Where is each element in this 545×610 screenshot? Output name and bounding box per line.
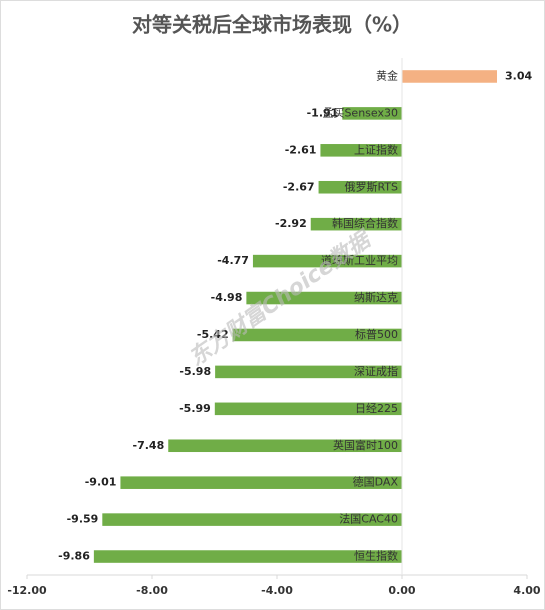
- category-label: 法国CAC40: [339, 512, 398, 526]
- category-label: 俄罗斯RTS: [344, 180, 398, 193]
- value-label: -7.48: [133, 439, 165, 452]
- bar: [310, 217, 402, 231]
- category-label: 英国富时100: [333, 438, 398, 452]
- value-label: -2.61: [285, 143, 317, 156]
- value-label: -5.42: [197, 328, 229, 341]
- category-label: 德国DAX: [353, 475, 399, 489]
- category-label: 上证指数: [354, 142, 398, 156]
- value-label: -9.59: [67, 513, 99, 526]
- bar: [320, 144, 402, 157]
- category-label: 道琼斯工业平均: [321, 253, 398, 267]
- category-label: 纳斯达克: [354, 291, 398, 304]
- category-label: 黄金: [376, 68, 398, 82]
- category-label: 日经225: [355, 402, 398, 415]
- category-label: 韩国综合指数: [332, 216, 398, 230]
- bar: [318, 180, 402, 194]
- bar: [168, 439, 402, 453]
- bar: [246, 291, 402, 305]
- category-label: 深证成指: [354, 364, 398, 378]
- value-label: -1.91: [307, 106, 339, 119]
- category-label: 孟买Sensex30: [322, 106, 398, 119]
- bar: [102, 513, 402, 526]
- chart-title: 对等关税后全球市场表现（%）: [132, 13, 412, 37]
- value-label: -4.98: [211, 291, 243, 304]
- bar: [214, 402, 402, 416]
- bar: [232, 328, 402, 342]
- bar: [252, 254, 402, 268]
- value-label: -9.01: [85, 476, 117, 489]
- value-label: 3.04: [505, 69, 532, 82]
- category-label: 标普500: [355, 327, 398, 341]
- bar: [402, 70, 497, 83]
- value-label: -2.67: [283, 180, 315, 193]
- bar: [93, 550, 402, 563]
- value-label: -4.77: [217, 254, 249, 267]
- bar: [120, 476, 402, 489]
- value-label: -2.92: [275, 217, 307, 230]
- value-label: -5.98: [179, 365, 211, 378]
- x-tick-label: 4.00: [513, 584, 540, 597]
- x-tick-label: -12.00: [7, 584, 47, 597]
- value-label: -5.99: [179, 402, 211, 415]
- value-label: -9.86: [58, 550, 90, 563]
- bar: [215, 365, 402, 379]
- x-tick-label: 0.00: [388, 584, 415, 597]
- category-label: 恒生指数: [354, 549, 398, 563]
- bar: [342, 107, 402, 120]
- x-tick-label: -8.00: [136, 584, 168, 597]
- x-tick-label: -4.00: [261, 584, 293, 597]
